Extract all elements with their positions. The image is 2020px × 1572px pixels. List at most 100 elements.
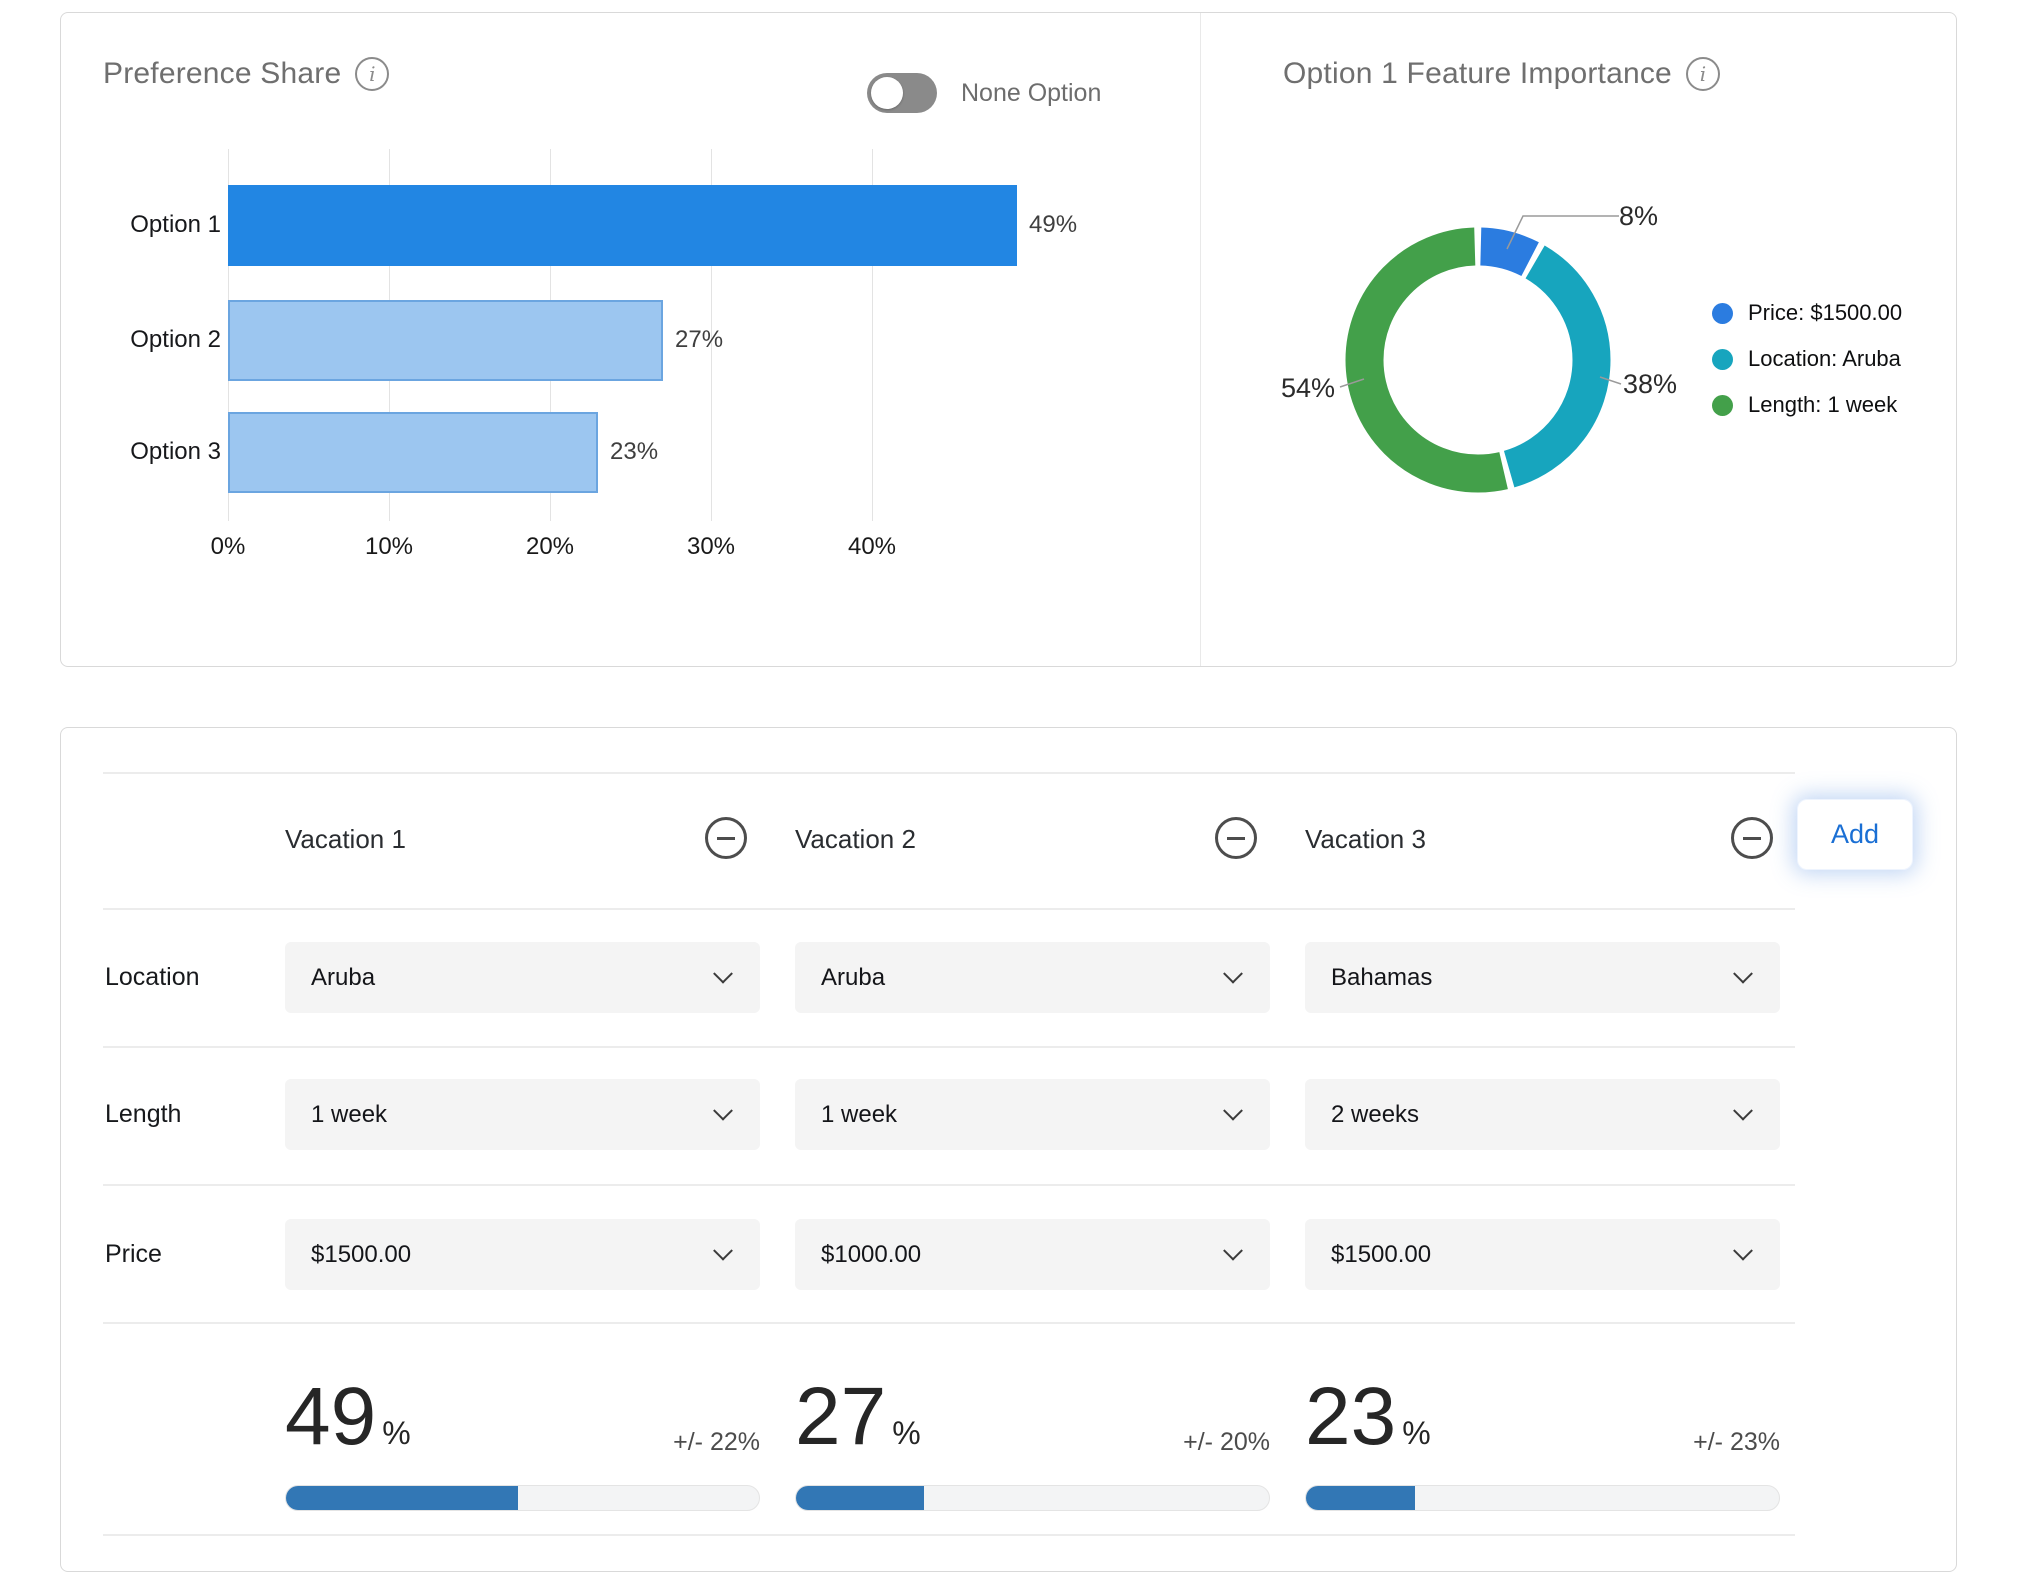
share-progress-vacation-2 xyxy=(795,1485,1270,1511)
x-axis-tick: 20% xyxy=(525,533,575,560)
x-axis-tick: 0% xyxy=(210,533,246,560)
length-dropdown-vacation-3[interactable]: 2 weeks xyxy=(1305,1079,1780,1150)
column-header-vacation-3: Vacation 3 xyxy=(1305,824,1426,854)
row-divider xyxy=(103,1046,1795,1048)
feature-importance-header: Option 1 Feature Importance i xyxy=(1283,57,1720,91)
x-axis-tick: 30% xyxy=(686,533,736,560)
bar-category-label: Option 3 xyxy=(130,438,221,465)
minus-icon xyxy=(717,836,735,840)
donut-segment-length xyxy=(1345,227,1611,493)
x-axis-tick: 10% xyxy=(364,533,414,560)
info-icon[interactable]: i xyxy=(355,57,390,91)
x-axis-tick: 40% xyxy=(847,533,897,560)
row-divider xyxy=(103,772,1795,774)
gridline xyxy=(711,149,712,521)
dropdown-value: $1500.00 xyxy=(311,1240,412,1268)
chevron-down-icon xyxy=(713,1100,733,1121)
length-dropdown-vacation-2[interactable]: 1 week xyxy=(795,1079,1270,1150)
leader-line xyxy=(1599,376,1622,385)
simulator-card: Vacation 1 Vacation 2 Vacation 3 Add Loc… xyxy=(60,727,1957,1572)
add-vacation-button[interactable]: Add xyxy=(1797,799,1913,870)
location-dropdown-vacation-1[interactable]: Aruba xyxy=(285,942,760,1013)
gridline xyxy=(872,149,873,521)
donut-legend: Price: $1500.00 Location: Aruba Length: … xyxy=(1712,290,1902,428)
remove-vacation-3-button[interactable] xyxy=(1731,817,1773,859)
progress-fill xyxy=(796,1486,924,1510)
chevron-down-icon xyxy=(713,1240,733,1261)
legend-item: Price: $1500.00 xyxy=(1712,290,1902,336)
bar-value-label: 27% xyxy=(675,326,724,353)
share-value-vacation-2: 27% xyxy=(795,1371,921,1462)
minus-icon xyxy=(1227,836,1245,840)
dropdown-value: 1 week xyxy=(311,1100,388,1128)
bar-value-label: 49% xyxy=(1029,211,1078,238)
row-divider xyxy=(103,908,1795,910)
none-option-toggle[interactable] xyxy=(867,73,937,113)
share-value-vacation-1: 49% xyxy=(285,1371,411,1462)
leader-line xyxy=(1506,215,1619,250)
toggle-knob xyxy=(871,77,903,109)
bar-option-2 xyxy=(228,300,663,381)
chevron-down-icon xyxy=(1733,963,1753,984)
price-dropdown-vacation-3[interactable]: $1500.00 xyxy=(1305,1219,1780,1290)
legend-item: Location: Aruba xyxy=(1712,336,1902,382)
charts-card: Preference Share i None Option Option 1 … xyxy=(60,12,1957,667)
location-dropdown-vacation-3[interactable]: Bahamas xyxy=(1305,942,1780,1013)
legend-label: Length: 1 week xyxy=(1748,392,1898,417)
remove-vacation-1-button[interactable] xyxy=(705,817,747,859)
progress-fill xyxy=(286,1486,518,1510)
donut-segment-location xyxy=(1345,227,1611,493)
info-icon[interactable]: i xyxy=(1685,57,1720,91)
remove-vacation-2-button[interactable] xyxy=(1215,817,1257,859)
leader-line xyxy=(1339,378,1365,388)
bar-value-label: 23% xyxy=(610,438,659,465)
donut-slice-label: 8% xyxy=(1619,201,1659,231)
preference-share-header: Preference Share i xyxy=(103,57,390,91)
location-dropdown-vacation-2[interactable]: Aruba xyxy=(795,942,1270,1013)
bar-option-1 xyxy=(228,185,1017,266)
percent-sign: % xyxy=(1402,1415,1431,1451)
column-header-vacation-1: Vacation 1 xyxy=(285,824,406,854)
dropdown-value: Aruba xyxy=(821,963,886,991)
chevron-down-icon xyxy=(1223,1100,1243,1121)
dropdown-value: 2 weeks xyxy=(1331,1100,1420,1128)
legend-item: Length: 1 week xyxy=(1712,382,1902,428)
share-value-vacation-3: 23% xyxy=(1305,1371,1431,1462)
percent-sign: % xyxy=(892,1415,921,1451)
bar-category-label: Option 2 xyxy=(130,326,221,353)
dropdown-value: Bahamas xyxy=(1331,963,1433,991)
donut-slice-label: 54% xyxy=(1280,373,1335,403)
row-divider xyxy=(103,1184,1795,1186)
row-label-price: Price xyxy=(105,1240,162,1268)
chevron-down-icon xyxy=(1223,1240,1243,1261)
dropdown-value: $1000.00 xyxy=(821,1240,922,1268)
length-dropdown-vacation-1[interactable]: 1 week xyxy=(285,1079,760,1150)
none-option-label: None Option xyxy=(961,78,1102,107)
chevron-down-icon xyxy=(713,963,733,984)
dropdown-value: $1500.00 xyxy=(1331,1240,1432,1268)
chevron-down-icon xyxy=(1223,963,1243,984)
percent-sign: % xyxy=(382,1415,411,1451)
chevron-down-icon xyxy=(1733,1100,1753,1121)
none-option-toggle-row: None Option xyxy=(867,73,1101,113)
dropdown-value: Aruba xyxy=(311,963,376,991)
progress-fill xyxy=(1306,1486,1415,1510)
row-label-length: Length xyxy=(105,1100,182,1128)
margin-of-error-vacation-1: +/- 22% xyxy=(673,1428,760,1456)
price-dropdown-vacation-2[interactable]: $1000.00 xyxy=(795,1219,1270,1290)
column-header-vacation-2: Vacation 2 xyxy=(795,824,916,854)
donut-slice-label: 38% xyxy=(1623,369,1678,399)
feature-importance-title: Option 1 Feature Importance xyxy=(1283,57,1672,90)
legend-dot-location xyxy=(1712,348,1733,370)
legend-label: Location: Aruba xyxy=(1748,346,1901,371)
legend-label: Price: $1500.00 xyxy=(1748,300,1903,325)
chevron-down-icon xyxy=(1733,1240,1753,1261)
legend-dot-price xyxy=(1712,302,1733,324)
margin-of-error-vacation-3: +/- 23% xyxy=(1693,1428,1780,1456)
row-label-location: Location xyxy=(105,963,200,991)
price-dropdown-vacation-1[interactable]: $1500.00 xyxy=(285,1219,760,1290)
legend-dot-length xyxy=(1712,394,1733,416)
minus-icon xyxy=(1743,836,1761,840)
row-divider xyxy=(103,1534,1795,1536)
share-progress-vacation-1 xyxy=(285,1485,760,1511)
